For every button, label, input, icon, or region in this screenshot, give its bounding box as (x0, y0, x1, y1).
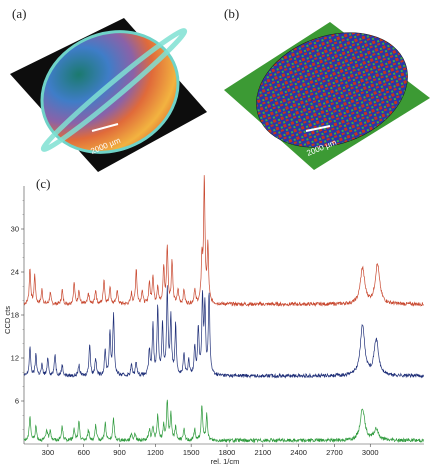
spectrum-line (23, 175, 424, 308)
panel-a-label: (a) (12, 6, 27, 21)
panel-b-label: (b) (224, 6, 240, 21)
y-tick-label: 18 (11, 311, 19, 320)
chart-series (23, 175, 425, 444)
x-tick-label: 1800 (219, 448, 236, 457)
y-axis-label: CCD cts (3, 306, 12, 334)
chart-axes: 300 600 900 1200 1500 1800 2100 2400 2700 3000 6 12… (11, 186, 424, 457)
x-tick-label: 300 (42, 448, 55, 457)
x-tick-label: 1500 (183, 448, 200, 457)
y-tick-label: 30 (11, 225, 19, 234)
panel-b-image: 2000 µm (224, 22, 430, 170)
panel-b-disk (256, 32, 408, 148)
x-tick-label: 2400 (290, 448, 307, 457)
spectrum-line (23, 399, 425, 444)
x-tick-label: 900 (113, 448, 126, 457)
x-tick-label: 3000 (362, 448, 379, 457)
y-tick-label: 12 (11, 354, 19, 363)
x-tick-label: 1200 (147, 448, 164, 457)
x-tick-label: 600 (77, 448, 90, 457)
panel-a-disk (40, 30, 180, 154)
panel-c-label: (c) (36, 176, 51, 191)
spectrum-line (23, 285, 425, 379)
x-tick-label: 2700 (326, 448, 343, 457)
x-tick-label: 2100 (254, 448, 271, 457)
x-axis-label: rel. 1/cm (211, 457, 240, 466)
y-tick-label: 6 (15, 397, 19, 406)
panel-a-band (40, 28, 188, 152)
panel-b-scalebar (305, 125, 331, 132)
panel-a-image: 2000 µm (10, 18, 207, 172)
panel-a-scalebar (91, 123, 119, 132)
y-tick-label: 24 (11, 268, 19, 277)
